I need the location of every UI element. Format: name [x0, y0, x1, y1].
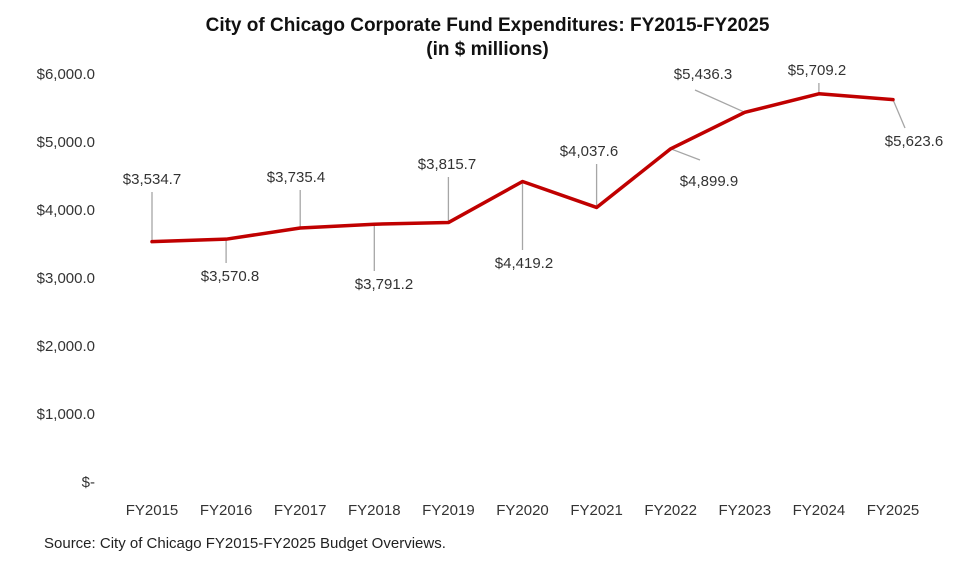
data-point — [150, 240, 154, 244]
data-label: $4,037.6 — [560, 143, 618, 160]
source-note: Source: City of Chicago FY2015-FY2025 Bu… — [44, 535, 446, 552]
leader-line — [670, 148, 701, 161]
x-tick-label: FY2022 — [644, 502, 697, 519]
y-tick-label: $5,000.0 — [37, 134, 95, 151]
data-point — [595, 205, 599, 209]
y-tick-label: $6,000.0 — [37, 66, 95, 83]
x-tick-label: FY2016 — [200, 502, 253, 519]
data-point — [743, 110, 747, 114]
x-tick-label: FY2018 — [348, 502, 401, 519]
data-label: $3,815.7 — [418, 156, 476, 173]
data-label: $3,570.8 — [201, 268, 259, 285]
data-point — [891, 98, 895, 102]
x-tick-label: FY2025 — [867, 502, 920, 519]
data-label: $5,436.3 — [674, 66, 732, 83]
series-line — [150, 92, 895, 244]
data-label: $3,791.2 — [355, 276, 413, 293]
data-label: $5,623.6 — [885, 133, 943, 150]
y-tick-label: $3,000.0 — [37, 270, 95, 287]
x-tick-label: FY2024 — [793, 502, 846, 519]
x-tick-label: FY2019 — [422, 502, 475, 519]
x-tick-label: FY2023 — [719, 502, 772, 519]
data-point — [521, 179, 525, 183]
data-label: $4,899.9 — [680, 173, 738, 190]
data-label: $4,419.2 — [495, 255, 553, 272]
x-tick-label: FY2020 — [496, 502, 549, 519]
x-tick-label: FY2015 — [126, 502, 179, 519]
y-tick-label: $- — [82, 474, 95, 491]
data-point — [298, 226, 302, 230]
x-tick-label: FY2017 — [274, 502, 327, 519]
leader-line — [892, 99, 906, 129]
data-point — [372, 222, 376, 226]
y-tick-label: $1,000.0 — [37, 406, 95, 423]
chart-title: City of Chicago Corporate Fund Expenditu… — [0, 14, 975, 62]
data-label: $3,534.7 — [123, 171, 181, 188]
data-label: $5,709.2 — [788, 62, 846, 79]
chart-title-main: City of Chicago Corporate Fund Expenditu… — [205, 15, 770, 36]
y-tick-label: $2,000.0 — [37, 338, 95, 355]
data-point — [669, 147, 673, 151]
x-tick-label: FY2021 — [570, 502, 623, 519]
leader-line — [694, 89, 746, 113]
data-point — [817, 92, 821, 96]
y-tick-label: $4,000.0 — [37, 202, 95, 219]
chart-subtitle: (in $ millions) — [426, 39, 549, 60]
data-label: $3,735.4 — [267, 169, 325, 186]
data-point — [446, 221, 450, 225]
data-point — [224, 237, 228, 241]
